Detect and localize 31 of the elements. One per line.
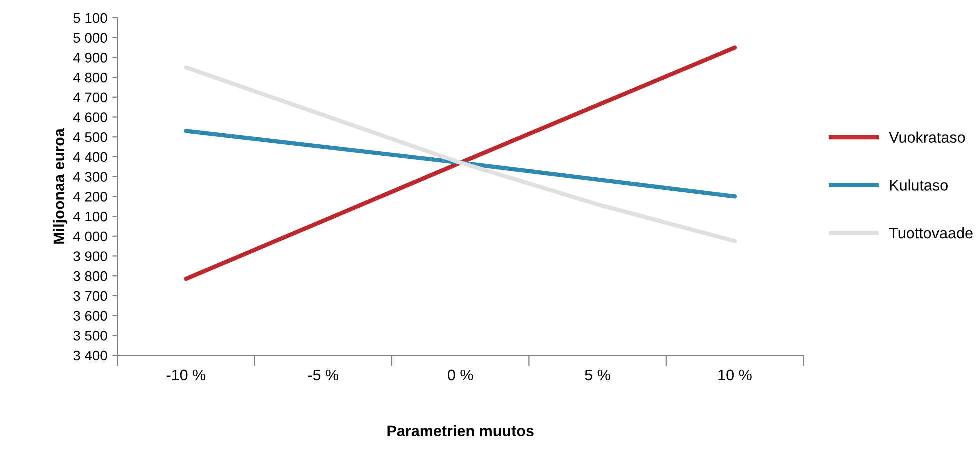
line-series [184,129,738,199]
x-tick-label: -10 % [166,370,206,381]
y-tick-label: 5 000 [74,33,108,44]
y-tick-label: 5 100 [74,13,108,24]
legend-label: Vuokrataso [889,132,966,143]
y-tick-label: 3 700 [74,291,108,302]
legend-label: Tuottovaade [889,227,973,239]
x-tick-label: 0 % [448,370,474,381]
y-tick-label: 3 600 [74,311,108,321]
y-tick-label: 3 400 [74,350,108,361]
y-tick-label: 4 700 [73,92,108,103]
y-tick-label: 4 900 [73,53,108,63]
y-tick-label: 4 100 [73,212,108,222]
y-tick-label: 4 300 [73,172,108,182]
y-tick-label: 3 500 [74,330,108,341]
y-tick-label: 4 400 [73,152,108,162]
x-tick-label: 10 % [718,370,752,381]
line-series [184,66,738,244]
x-tick-label: 5 % [585,370,610,381]
line-series [184,46,738,282]
x-axis-title: Parametrien muutos [388,425,534,437]
y-tick-label: 4 800 [73,72,108,83]
y-tick-label: 3 900 [74,252,108,262]
x-tick-label: -5 % [308,370,339,381]
y-tick-label: 4 200 [73,192,108,202]
y-tick-label: 4 500 [73,132,108,142]
y-tick-label: 3 800 [74,271,108,282]
y-axis-title: Miljoonaa euroa [53,128,68,244]
y-tick-label: 4 600 [73,112,108,122]
legend-label: Kulutaso [890,180,948,191]
y-tick-label: 4 000 [73,232,108,242]
